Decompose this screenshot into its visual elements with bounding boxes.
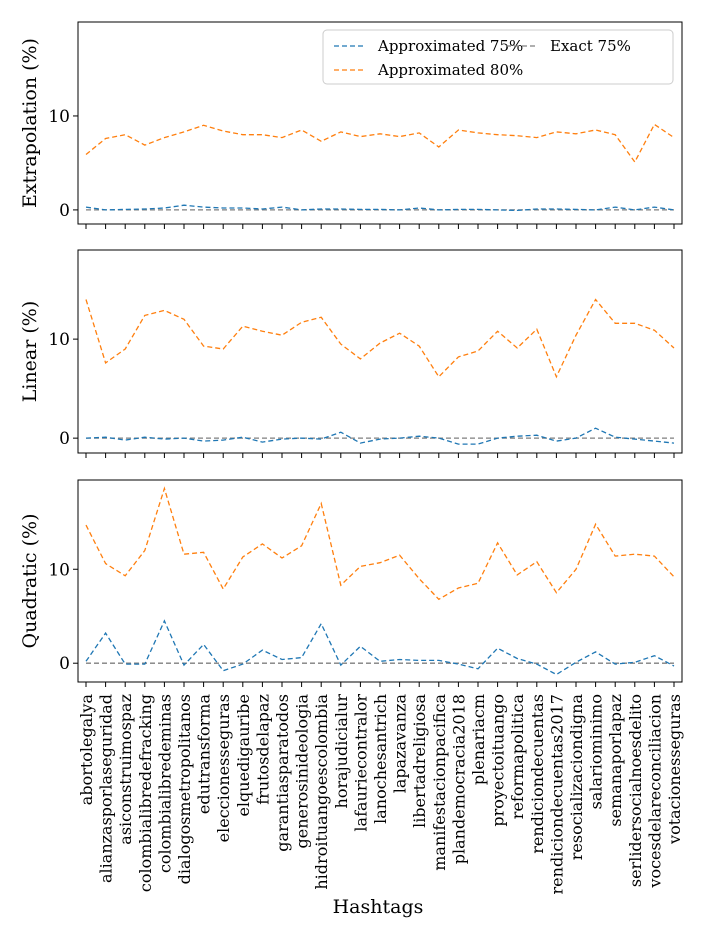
x-tick-label: eleccionesseguras: [214, 694, 233, 842]
y-tick-label: 10: [48, 107, 70, 127]
x-tick-label: frutosdelapaz: [253, 694, 272, 805]
series-line-approximated-75-: [85, 619, 675, 676]
panel-frame: [77, 479, 683, 683]
legend-box: [322, 29, 674, 85]
x-tick-label: rendiciondecuentas: [528, 694, 547, 854]
x-tick-label: libertadreligiosa: [410, 694, 429, 828]
panel-1: 0 10 Extrapolation (%): [19, 21, 683, 229]
y-tick-label: 0: [59, 429, 70, 449]
x-tick-label: plandemocracia2018: [449, 694, 468, 864]
x-tick-label: colombialibredefracking: [136, 694, 155, 892]
x-tick-label: vocesdelareconciliacion: [645, 694, 664, 889]
x-tick-label: reformapolitica: [508, 694, 527, 820]
x-tick-label: colombialibredeminas: [155, 694, 174, 873]
x-tick-label: lapazavanza: [391, 694, 410, 794]
legend-entry-label: Exact 75%: [550, 37, 631, 55]
y-tick-label: 0: [59, 201, 70, 221]
x-tick-label: serlidersocialnoesdelito: [626, 694, 645, 887]
legend: Approximated 75% Exact 75% Approximated 80…: [322, 29, 674, 85]
y-axis-label: Extrapolation (%): [19, 38, 41, 208]
series-line-approximated-75-: [85, 204, 675, 212]
x-tick-label: lafauriecontralor: [351, 694, 370, 832]
x-tick-label: horajudicialur: [332, 694, 351, 809]
chart-panels: 0 10 Extrapolation (%) 0 10 Linear (%) 0 10 Quad…: [19, 21, 683, 687]
x-tick-label: hidroituangoescolombia: [312, 694, 331, 890]
x-tick-label: asiconstruimospaz: [116, 694, 135, 845]
series-line-approximated-75-: [85, 427, 675, 445]
x-tick-label: garantiasparatodos: [273, 694, 292, 852]
legend-entry-label: Approximated 80%: [377, 61, 523, 79]
panel-3: 0 10 Quadratic (%): [19, 479, 683, 687]
y-tick-label: 0: [59, 654, 70, 674]
x-tick-label: semanaporlapaz: [606, 694, 625, 827]
series-line-approximated-80-: [85, 486, 675, 601]
x-axis-label: Hashtags: [333, 896, 424, 918]
y-axis-label: Linear (%): [19, 301, 41, 403]
x-tick-label: edutransforma: [195, 694, 214, 815]
x-tick-labels: abortolegalya alianzasporlaseguridad asico…: [77, 694, 684, 895]
x-tick-label: votacionesseguras: [665, 694, 684, 845]
y-axis-label: Quadratic (%): [19, 514, 41, 649]
x-tick-label: dialogosmetropolitanos: [175, 694, 194, 884]
x-tick-label: plenariacm: [469, 694, 488, 785]
x-tick-label: manifestacionpacifica: [430, 694, 449, 871]
y-tick-label: 10: [48, 330, 70, 350]
x-tick-label: proyectoituango: [489, 694, 508, 827]
x-tick-label: resocializaciondigna: [567, 694, 586, 861]
x-tick-label: elquedigauribe: [234, 694, 253, 817]
panel-2: 0 10 Linear (%): [19, 249, 683, 458]
panel-frame: [77, 249, 683, 454]
x-tick-label: lanochesantrich: [371, 694, 390, 824]
x-tick-label: rendiciondecuentas2017: [547, 694, 566, 894]
y-tick-label: 10: [48, 560, 70, 580]
x-tick-label: alianzasporlaseguridad: [97, 694, 116, 883]
x-tick-label: salariominimo: [587, 694, 606, 809]
x-tick-label: abortolegalya: [77, 694, 96, 806]
x-tick-label: generosinideologia: [293, 694, 312, 849]
series-line-approximated-80-: [85, 298, 675, 379]
series-line-approximated-80-: [85, 123, 675, 164]
legend-entry-label: Approximated 75%: [377, 37, 523, 55]
